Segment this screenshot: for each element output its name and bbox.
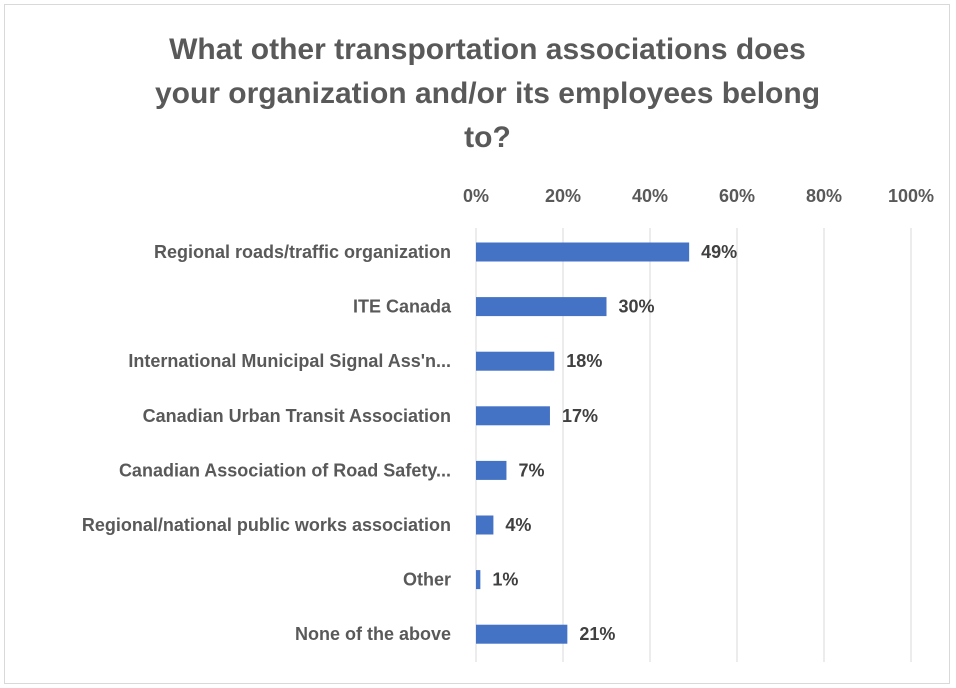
category-label: None of the above (295, 624, 451, 644)
x-tick-label: 80% (806, 186, 842, 206)
category-label: Other (403, 570, 451, 590)
chart-title-line-2: your organization and/or its employees b… (154, 77, 821, 110)
data-label: 17% (562, 406, 598, 426)
category-label: International Municipal Signal Ass'n... (128, 351, 451, 371)
bar (476, 624, 568, 644)
data-label: 7% (518, 460, 544, 480)
category-label: Canadian Urban Transit Association (143, 406, 451, 426)
category-label: Canadian Association of Road Safety... (119, 460, 451, 480)
category-label: ITE Canada (353, 297, 452, 317)
bar (476, 515, 494, 535)
chart-title: What other transportation associations d… (0, 28, 956, 160)
x-tick-label: 100% (888, 186, 934, 206)
bar (476, 297, 607, 317)
x-tick-label: 0% (463, 186, 489, 206)
bar (476, 570, 481, 590)
category-label: Regional/national public works associati… (82, 515, 451, 535)
x-tick-label: 60% (719, 186, 755, 206)
bar (476, 242, 690, 262)
data-label: 30% (619, 297, 655, 317)
data-label: 4% (505, 515, 531, 535)
x-tick-label: 20% (545, 186, 581, 206)
x-tick-label: 40% (632, 186, 668, 206)
category-label: Regional roads/traffic organization (154, 242, 451, 262)
chart-title-line-1: What other transportation associations d… (169, 33, 806, 66)
data-label: 21% (579, 624, 615, 644)
data-label: 49% (701, 242, 737, 262)
bar (476, 460, 507, 480)
data-label: 1% (492, 570, 518, 590)
data-label: 18% (566, 351, 602, 371)
chart-title-line-3: to? (464, 121, 511, 154)
bar (476, 406, 550, 426)
bar (476, 351, 555, 371)
